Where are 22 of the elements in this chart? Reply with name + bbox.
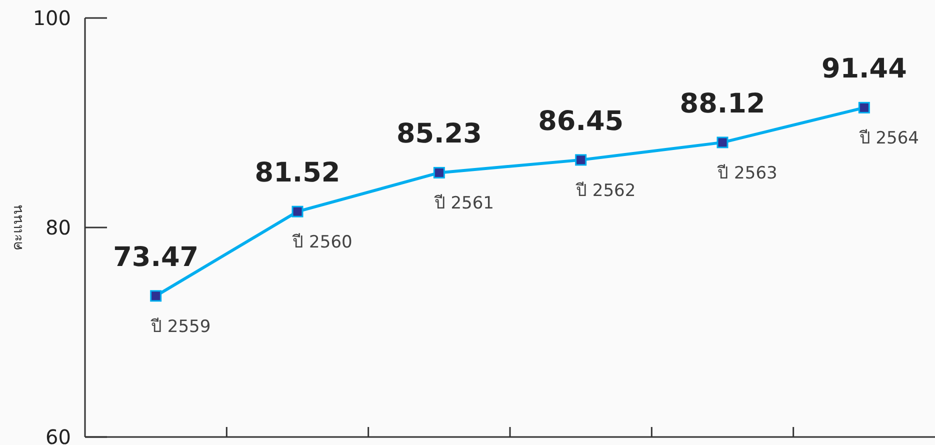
point [433, 166, 445, 178]
x-tick-label: ปี 2559 [150, 316, 211, 337]
y-tick-label: 80 [46, 216, 71, 240]
data-label: 91.44 [821, 54, 907, 85]
y-tick-label: 100 [32, 6, 71, 30]
point [150, 290, 162, 302]
x-tick-label: ปี 2564 [858, 128, 920, 149]
data-label: 81.52 [254, 158, 340, 189]
x-tick-label: ปี 2563 [716, 163, 778, 184]
point [575, 154, 587, 166]
y-axis-title: คะแนน [10, 204, 26, 250]
data-label: 85.23 [396, 118, 482, 150]
point [716, 136, 728, 148]
x-tick-label: ปี 2561 [433, 194, 494, 214]
point [292, 206, 304, 218]
x-tick-label: ปี 2562 [574, 180, 636, 201]
data-label: 86.45 [538, 106, 624, 137]
data-label: 73.47 [113, 242, 199, 273]
data-label: 88.12 [680, 88, 766, 120]
y-tick-label: 60 [46, 425, 71, 445]
point [858, 102, 870, 114]
x-tick-label: ปี 2560 [292, 232, 352, 253]
